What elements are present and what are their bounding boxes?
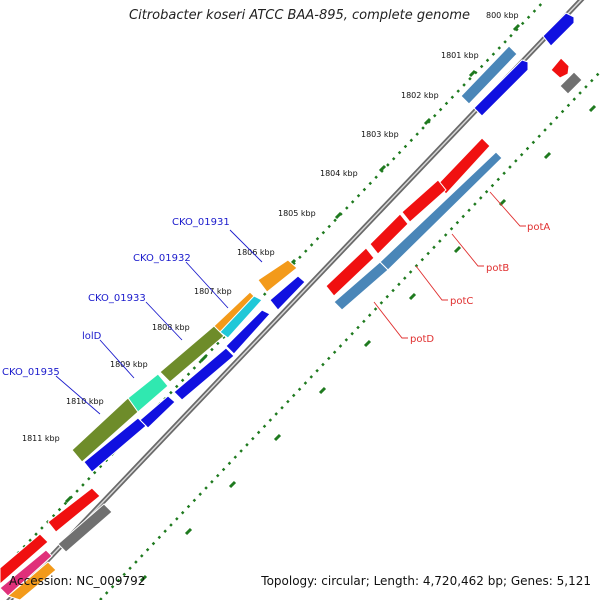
accession-value: NC_009792 xyxy=(76,574,146,588)
cds-reverse[interactable] xyxy=(550,57,570,79)
tick-labels: 800 kbp 1801 kbp 1802 kbp 1803 kbp 1804 … xyxy=(22,11,519,443)
tick-label: 1802 kbp xyxy=(401,91,439,100)
cds-olive[interactable] xyxy=(159,325,225,383)
cds-steelblue[interactable] xyxy=(460,45,518,105)
cds-cyan[interactable] xyxy=(219,295,263,339)
tick-label: 1809 kbp xyxy=(110,360,148,369)
cds-olive[interactable] xyxy=(71,397,139,463)
map-title: Citrobacter koseri ATCC BAA-895, complet… xyxy=(129,8,470,23)
tick-label: 1806 kbp xyxy=(237,248,275,257)
cds-forward[interactable] xyxy=(225,309,271,355)
genes-label: Genes: xyxy=(510,574,553,588)
cds-potC[interactable] xyxy=(369,213,409,255)
genes-value: 5,121 xyxy=(556,574,591,588)
topology-value: circular xyxy=(321,574,366,588)
cds-forward[interactable] xyxy=(173,347,235,401)
gene-label-lold[interactable]: lolD xyxy=(82,331,102,342)
callout-lines xyxy=(55,191,526,415)
cds-gray[interactable] xyxy=(57,503,113,553)
length-label: Length: xyxy=(373,574,420,588)
cds-forward[interactable] xyxy=(269,275,306,311)
gene-label-potB[interactable]: potB xyxy=(486,263,509,274)
tick-label: 1801 kbp xyxy=(441,51,479,60)
length-value: 4,720,462 bp xyxy=(422,574,503,588)
cds-steelblue[interactable] xyxy=(379,151,503,271)
topology-label: Topology: xyxy=(261,574,318,588)
gene-label-potA[interactable]: potA xyxy=(527,222,550,233)
tick-label: 1803 kbp xyxy=(361,130,399,139)
tick-label: 800 kbp xyxy=(486,11,519,20)
cds-forward[interactable] xyxy=(83,417,147,473)
gene-label-potC[interactable]: potC xyxy=(450,296,473,307)
cds-reverse[interactable] xyxy=(0,533,49,585)
gene-label-cko01935[interactable]: CKO_01935 xyxy=(2,367,60,378)
gene-label-cko01932[interactable]: CKO_01932 xyxy=(133,253,191,264)
cds-magenta[interactable] xyxy=(0,549,53,597)
cds-forward[interactable] xyxy=(542,12,575,47)
forward-strand-features xyxy=(0,12,583,600)
gene-label-cko01931[interactable]: CKO_01931 xyxy=(172,217,230,228)
cds-potD[interactable] xyxy=(325,247,375,297)
cds-reverse[interactable] xyxy=(47,487,101,533)
cds-potB[interactable] xyxy=(401,179,447,223)
tick-label: 1808 kbp xyxy=(152,323,190,332)
gene-label-cko01933[interactable]: CKO_01933 xyxy=(88,293,146,304)
accession-info: Accession: NC_009792 xyxy=(9,574,145,588)
gene-label-potD[interactable]: potD xyxy=(410,334,434,345)
tick-label: 1804 kbp xyxy=(320,169,358,178)
accession-label: Accession: xyxy=(9,574,73,588)
cds-gray[interactable] xyxy=(559,71,583,95)
cds-orange[interactable] xyxy=(7,561,57,600)
genome-stats: Topology: circular; Length: 4,720,462 bp… xyxy=(261,574,591,588)
cds-forward[interactable] xyxy=(473,59,529,117)
gene-labels: potA potB potC potD CKO_01931 CKO_01932 … xyxy=(2,217,550,378)
reverse-strand-features xyxy=(325,137,503,311)
tick-label: 1805 kbp xyxy=(278,209,316,218)
cds-steelblue[interactable] xyxy=(333,261,389,311)
cds-orange[interactable] xyxy=(257,259,298,293)
tick-label: 1811 kbp xyxy=(22,434,60,443)
